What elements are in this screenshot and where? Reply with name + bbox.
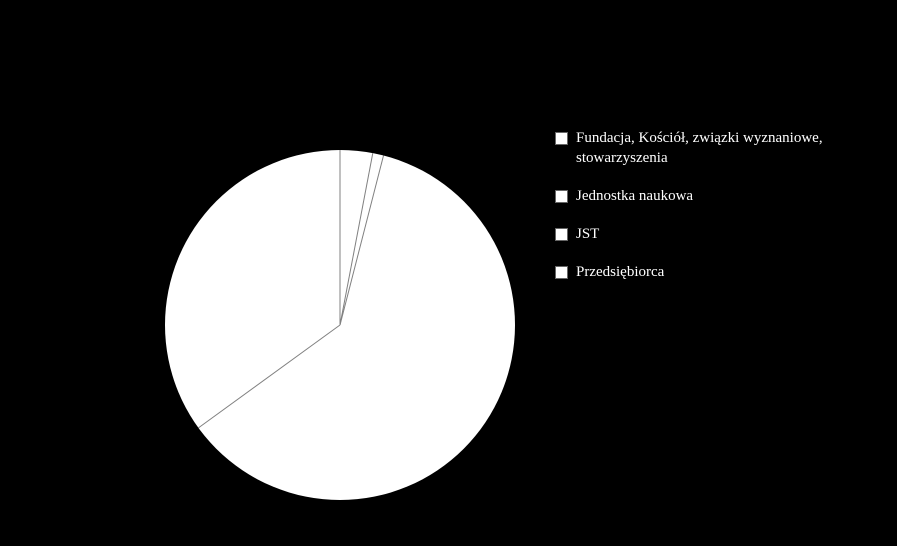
legend-swatch — [555, 190, 568, 203]
pie-chart — [163, 148, 517, 502]
legend-swatch — [555, 132, 568, 145]
legend-item: Przedsiębiorca — [555, 262, 876, 282]
legend-label: JST — [576, 224, 599, 244]
legend-swatch — [555, 228, 568, 241]
pie-svg — [163, 148, 517, 502]
legend-item: JST — [555, 224, 876, 244]
pie-chart-container: Fundacja, Kościół, związki wyznaniowe, s… — [0, 0, 897, 546]
legend-swatch — [555, 266, 568, 279]
legend: Fundacja, Kościół, związki wyznaniowe, s… — [555, 128, 876, 282]
legend-item: Jednostka naukowa — [555, 186, 876, 206]
legend-label: Fundacja, Kościół, związki wyznaniowe, s… — [576, 128, 876, 168]
legend-label: Przedsiębiorca — [576, 262, 664, 282]
legend-label: Jednostka naukowa — [576, 186, 693, 206]
legend-item: Fundacja, Kościół, związki wyznaniowe, s… — [555, 128, 876, 168]
